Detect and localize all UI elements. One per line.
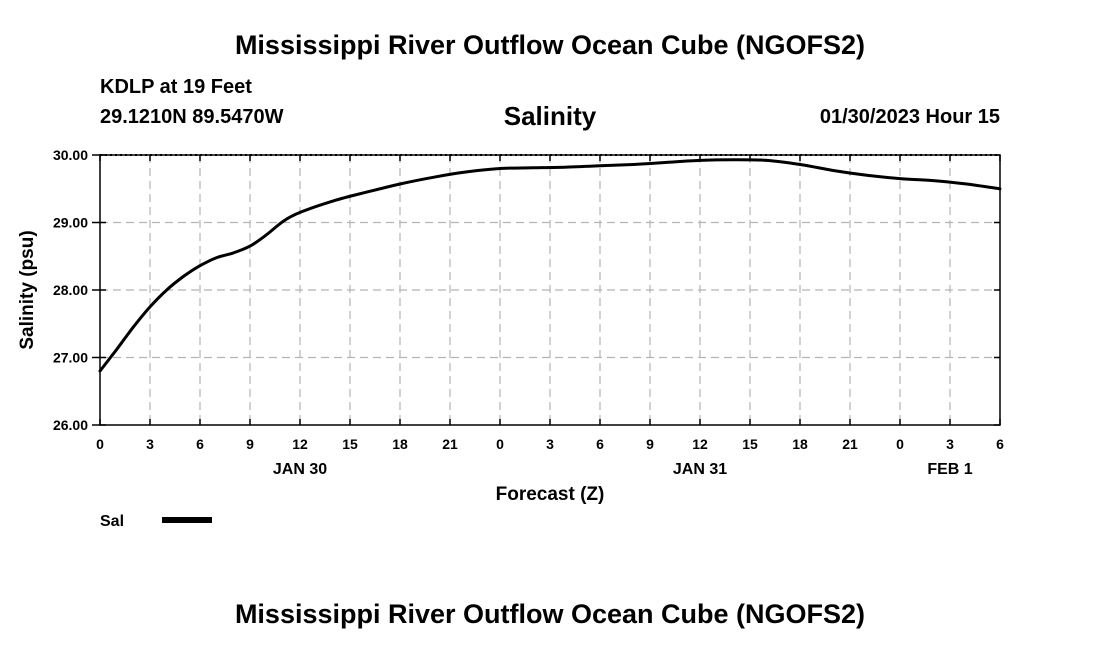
x-tick-label-1: 3	[146, 436, 154, 452]
coordinates-label: 29.1210N 89.5470W	[100, 106, 284, 128]
y-tick-label-0: 26.00	[53, 417, 88, 433]
y-tick-labels: 26.00 27.00 28.00 29.00 30.00	[53, 147, 88, 433]
salinity-series-line	[98, 158, 1002, 373]
grid-lines	[100, 155, 1000, 425]
x-tick-label-0: 0	[96, 436, 104, 452]
y-tick-label-4: 30.00	[53, 147, 88, 163]
x-tick-label-5: 15	[342, 436, 358, 452]
x-tick-label-9: 3	[546, 436, 554, 452]
x-tick-label-7: 21	[442, 436, 458, 452]
y-axis-title: Salinity (psu)	[17, 230, 38, 349]
x-axis-title: Forecast (Z)	[496, 484, 605, 505]
page-title: Mississippi River Outflow Ocean Cube (NG…	[234, 30, 866, 60]
legend-label: Sal	[100, 513, 124, 530]
x-tick-label-18: 6	[996, 436, 1004, 452]
y-tick-label-2: 28.00	[53, 282, 88, 298]
x-tick-label-15: 21	[842, 436, 858, 452]
x-tick-label-14: 18	[792, 436, 808, 452]
y-tick-label-1: 27.00	[53, 350, 88, 366]
x-tick-labels: 0 3 6 9 12 15 18 21 0 3 6 9 12 15 18 21 0 3 6	[96, 436, 1004, 452]
date-label-0: JAN 30	[273, 461, 327, 478]
x-tick-label-6: 18	[392, 436, 408, 452]
x-tick-label-13: 15	[742, 436, 758, 452]
x-tick-label-2: 6	[196, 436, 204, 452]
x-tick-label-16: 0	[896, 436, 904, 452]
x-tick-label-17: 3	[946, 436, 954, 452]
x-tick-label-8: 0	[496, 436, 504, 452]
x-tick-label-3: 9	[246, 436, 254, 452]
station-label: KDLP at 19 Feet	[100, 76, 252, 98]
date-label-1: JAN 31	[673, 461, 727, 478]
x-tick-label-11: 9	[646, 436, 654, 452]
x-tick-label-12: 12	[692, 436, 708, 452]
date-label-2: FEB 1	[927, 461, 972, 478]
forecast-datetime: 01/30/2023 Hour 15	[819, 106, 1000, 128]
footer-title: Mississippi River Outflow Ocean Cube (NG…	[234, 599, 866, 629]
y-tick-label-3: 29.00	[53, 215, 88, 231]
x-tick-label-4: 12	[292, 436, 308, 452]
chart-title: Salinity	[503, 101, 597, 131]
legend: Sal	[100, 513, 212, 530]
date-labels: JAN 30 JAN 31 FEB 1	[273, 461, 973, 478]
x-tick-label-10: 6	[596, 436, 604, 452]
